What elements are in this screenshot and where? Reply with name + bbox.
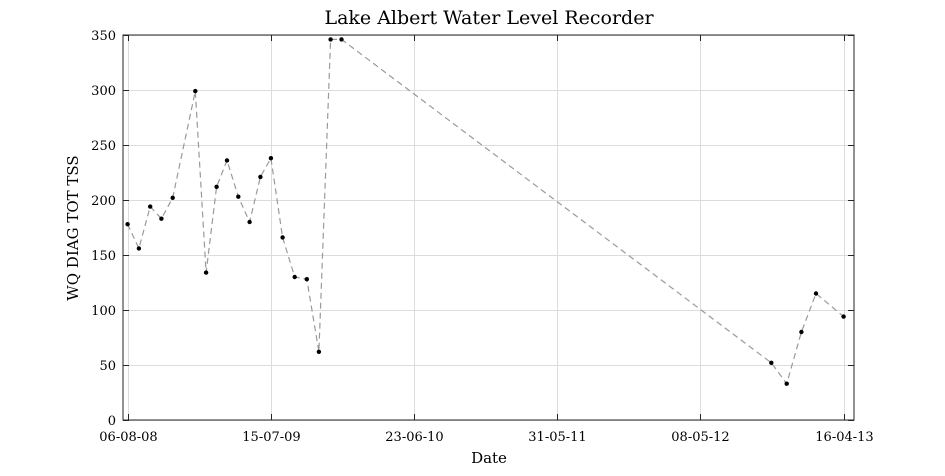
x-tick-label: 16-04-13 (815, 430, 873, 445)
data-point (125, 222, 130, 227)
data-point (136, 246, 142, 251)
x-tick-label: 31-05-11 (528, 430, 586, 445)
chart-title: Lake Albert Water Level Recorder (324, 7, 654, 29)
y-tick-label: 250 (91, 139, 116, 154)
data-point (304, 277, 309, 282)
data-point (316, 349, 322, 354)
data-point (292, 274, 297, 280)
x-tick-label: 23-06-10 (385, 430, 443, 445)
y-tick-label: 0 (108, 414, 116, 429)
x-tick-label: 15-07-09 (242, 430, 300, 445)
data-point (328, 37, 333, 42)
y-axis-label: WQ DIAG TOT TSS (64, 155, 82, 300)
data-point (159, 216, 164, 221)
data-point (799, 329, 804, 335)
y-tick-label: 300 (91, 84, 116, 99)
y-tick-label: 150 (91, 249, 116, 264)
y-tick-label: 350 (91, 29, 116, 44)
data-point (148, 204, 153, 209)
grid-lines (123, 35, 854, 421)
data-point (268, 156, 274, 161)
data-series (125, 37, 846, 386)
data-point (841, 314, 846, 319)
data-point (280, 235, 285, 240)
x-axis-label: Date (471, 449, 507, 467)
data-point (203, 270, 209, 275)
data-point (247, 219, 252, 225)
data-point (339, 37, 344, 42)
data-point (769, 360, 774, 365)
y-tick-label: 200 (91, 194, 116, 209)
x-tick-label: 06-08-08 (99, 430, 157, 445)
data-point (224, 158, 230, 163)
x-tick-label: 08-05-12 (671, 430, 729, 445)
data-point (193, 88, 198, 94)
data-point (236, 194, 241, 199)
data-point (813, 291, 819, 296)
data-point (214, 184, 219, 189)
axis-ticks: 0 50 100 150 200 250 300 350 06-08-08 15-07-09 23-… (91, 29, 874, 445)
plot-frame (122, 34, 855, 421)
series-line (127, 38, 844, 386)
y-tick-label: 50 (99, 359, 116, 374)
y-tick-label: 100 (91, 304, 116, 319)
data-point (784, 381, 789, 386)
data-point (170, 195, 175, 200)
data-point (258, 174, 263, 180)
